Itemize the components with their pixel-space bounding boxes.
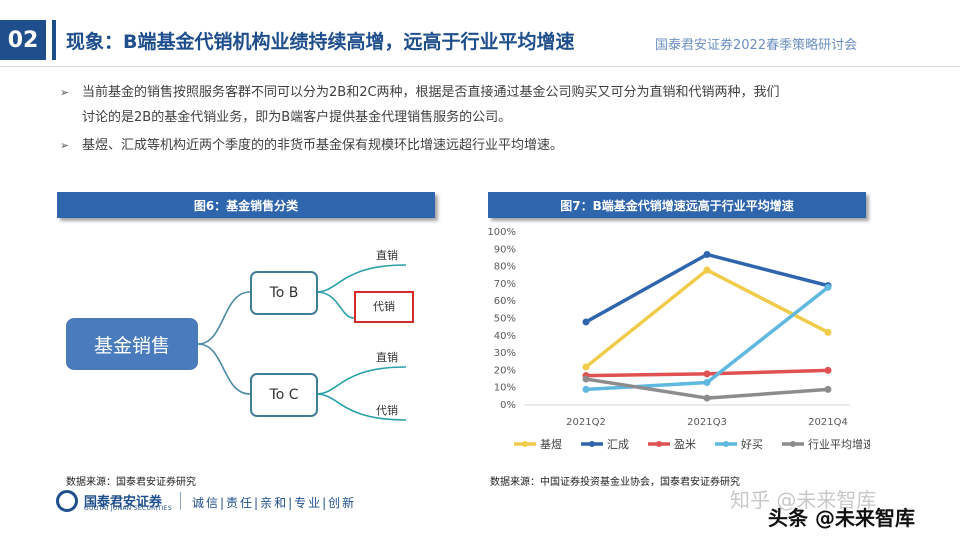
figure7-title: 图7：B端基金代销增速远高于行业平均增速 — [560, 198, 794, 213]
series-line — [584, 268, 829, 369]
legend-marker — [589, 441, 595, 447]
mindmap-root-node: 基金销售 — [66, 318, 198, 370]
connector-toc-leaf1 — [315, 366, 407, 395]
y-tick-label: 10% — [494, 383, 516, 394]
bullet-item: 讨论的是2B的基金代销业务，即为B端客户提供基金代理销售服务的公司。 — [60, 106, 920, 129]
data-point — [703, 379, 711, 387]
y-tick-label: 30% — [494, 348, 516, 359]
y-tick-label: 90% — [494, 244, 516, 255]
legend-label: 好买 — [741, 437, 763, 451]
mindmap-node-toc: To C — [250, 373, 318, 417]
data-point — [824, 328, 832, 336]
connector-root-tob — [197, 291, 251, 345]
x-tick-label: 2021Q4 — [808, 417, 848, 428]
y-tick-label: 70% — [494, 279, 516, 290]
data-point — [582, 385, 590, 393]
bullet-text: 基煜、汇成等机构近两个季度的的非货币基金保有规模环比增速远超行业平均增速。 — [82, 138, 564, 153]
bullet-item: ➢ 基煜、汇成等机构近两个季度的的非货币基金保有规模环比增速远超行业平均增速。 — [60, 134, 920, 157]
y-tick-label: 0% — [500, 400, 516, 411]
logo-english-name: GUOTAI JUNAN SECURITIES — [84, 505, 172, 512]
figure6-title-bar: 图6：基金销售分类 — [57, 192, 435, 218]
bullet-item: ➢ 当前基金的销售按照服务客群不同可以分为2B和2C两种，根据是否直接通过基金公… — [60, 81, 920, 104]
legend-marker — [723, 441, 729, 447]
legend-marker — [656, 441, 662, 447]
header-rule — [0, 66, 960, 67]
legend-marker — [522, 441, 528, 447]
mindmap-leaf-toc-direct: 直销 — [376, 351, 398, 364]
data-point — [703, 266, 711, 274]
data-point — [582, 363, 590, 371]
data-point — [582, 318, 590, 326]
footer-divider — [180, 492, 181, 510]
bullet-text: 讨论的是2B的基金代销业务，即为B端客户提供基金代理销售服务的公司。 — [82, 110, 512, 125]
y-tick-label: 20% — [494, 365, 516, 376]
logo-emblem-icon — [56, 490, 78, 512]
legend-label: 汇成 — [607, 438, 629, 451]
y-tick-label: 60% — [494, 296, 516, 307]
y-tick-label: 100% — [487, 227, 516, 238]
data-point — [824, 385, 832, 393]
line-chart: 0% 10% 20% 30% 40% 50% 60% 70% 80% 90% 100% 2021Q2 2… — [487, 227, 870, 451]
bullet-arrow-icon: ➢ — [60, 86, 70, 99]
section-divider — [52, 20, 56, 60]
conference-name: 国泰君安证券2022春季策略研讨会 — [655, 38, 858, 53]
slide-title: 现象：B端基金代销机构业绩持续高增，远高于行业平均增速 — [66, 31, 575, 53]
data-point — [703, 370, 711, 378]
data-point — [824, 283, 832, 291]
bullet-arrow-icon: ➢ — [60, 139, 70, 152]
data-point — [824, 366, 832, 374]
figure7-source: 数据来源：中国证券投资基金业协会，国泰君安证券研究 — [490, 477, 740, 488]
logo-name: 国泰君安证券 — [84, 495, 163, 510]
y-tick-label: 80% — [494, 262, 516, 273]
connector-toc-leaf2 — [315, 393, 407, 421]
y-tick-label: 40% — [494, 331, 516, 342]
data-point — [703, 250, 711, 258]
connector-tob-leaf1 — [315, 264, 407, 293]
company-slogan: 诚信|责任|亲和|专业|创新 — [192, 496, 357, 510]
figure6-title: 图6：基金销售分类 — [193, 198, 299, 213]
legend-label: 基煜 — [540, 438, 562, 451]
legend-label: 行业平均增速 — [808, 437, 870, 451]
figure7-title-bar: 图7：B端基金代销增速远高于行业平均增速 — [488, 192, 866, 218]
data-point — [582, 375, 590, 383]
legend-marker — [790, 441, 796, 447]
mindmap-node-tob: To B — [250, 271, 318, 315]
mindmap-leaf-tob-agency: 代销 — [354, 291, 414, 323]
connector-tob-leaf2 — [315, 291, 355, 319]
section-number: 02 — [0, 20, 46, 60]
bullet-text: 当前基金的销售按照服务客群不同可以分为2B和2C两种，根据是否直接通过基金公司购… — [82, 85, 780, 100]
watermark-toutiao: 头条 @未来智库 — [768, 506, 915, 530]
figure6-source: 数据来源：国泰君安证券研究 — [66, 477, 196, 488]
x-tick-label: 2021Q3 — [687, 417, 727, 428]
x-tick-label: 2021Q2 — [566, 417, 606, 428]
y-tick-label: 50% — [494, 314, 516, 325]
watermark-zhihu: 知乎 @未来智库 — [730, 488, 877, 512]
data-point — [703, 394, 711, 402]
legend-label: 盈米 — [674, 438, 696, 451]
connector-root-toc — [197, 343, 251, 395]
mindmap-leaf-toc-agency: 代销 — [376, 404, 398, 417]
mindmap-leaf-tob-direct: 直销 — [376, 249, 398, 262]
